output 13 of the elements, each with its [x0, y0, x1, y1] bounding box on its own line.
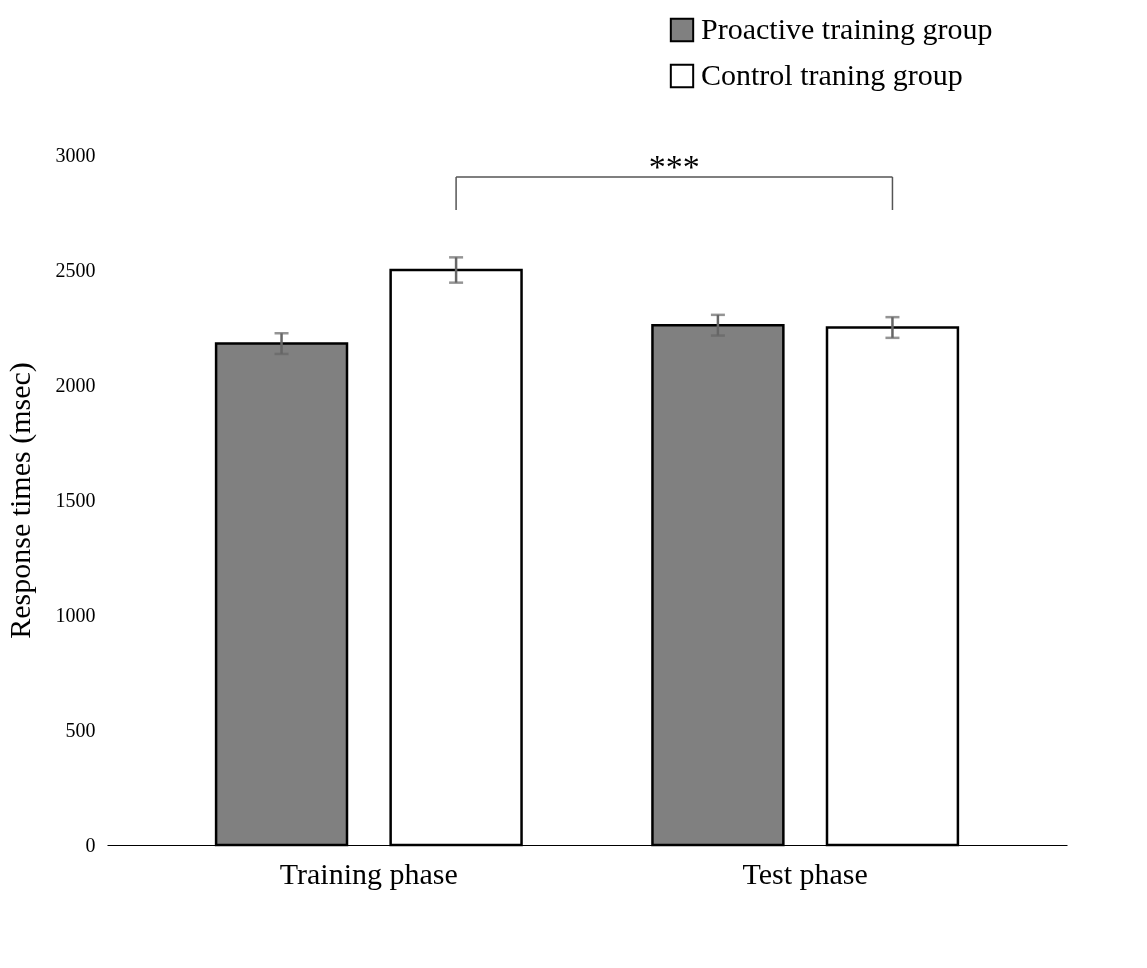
y-tick-label: 2500	[55, 258, 96, 281]
y-axis-title: Response times (msec)	[2, 362, 37, 639]
x-tick-label: Training phase	[279, 856, 458, 890]
y-tick-label: 1000	[55, 603, 96, 626]
legend-label: Proactive training group	[701, 12, 993, 45]
y-tick-label: 1500	[55, 488, 96, 511]
annotation: ***	[648, 148, 700, 185]
y-tick-label: 0	[85, 833, 96, 856]
y-tick-label: 2000	[55, 373, 96, 396]
x-tick-label: Test phase	[742, 856, 868, 890]
y-tick-label: 3000	[55, 143, 96, 166]
legend-label: Control traning group	[701, 58, 963, 91]
y-tick-label: 500	[65, 718, 96, 741]
